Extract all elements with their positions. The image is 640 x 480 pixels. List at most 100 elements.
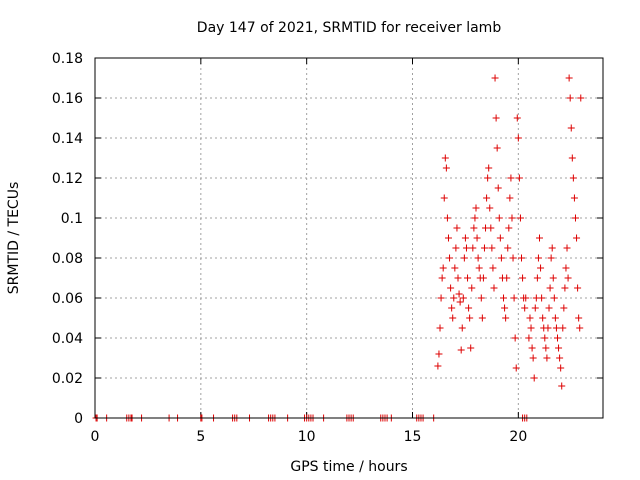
data-point (442, 164, 450, 172)
data-point (545, 304, 553, 312)
data-point (562, 264, 570, 272)
y-tick-label: 0.14 (52, 131, 83, 147)
data-point (485, 164, 493, 172)
data-point (472, 204, 480, 212)
data-point (551, 314, 559, 322)
y-tick-label: 0.1 (61, 211, 83, 227)
data-point (435, 350, 443, 358)
data-point (465, 304, 473, 312)
data-point (477, 294, 485, 302)
data-point (497, 254, 505, 262)
data-point (436, 324, 444, 332)
y-tick-label: 0.08 (52, 251, 83, 267)
data-point (505, 224, 513, 232)
data-point (438, 274, 446, 282)
data-point (484, 174, 492, 182)
data-point (489, 264, 497, 272)
data-point (488, 244, 496, 252)
data-point (456, 298, 464, 306)
data-point (453, 224, 461, 232)
data-point (533, 274, 541, 282)
data-point (561, 284, 569, 292)
data-point (473, 234, 481, 242)
data-point (440, 194, 448, 202)
y-tick-label: 0.12 (52, 171, 83, 187)
data-point (536, 234, 543, 242)
data-point (470, 224, 478, 232)
data-point (569, 174, 577, 182)
data-point (548, 244, 556, 252)
x-tick-label: 0 (91, 429, 100, 445)
data-point (504, 244, 512, 252)
data-point (474, 254, 482, 262)
data-point (439, 264, 447, 272)
data-point (516, 214, 524, 222)
data-point (539, 314, 547, 322)
data-point (509, 254, 517, 262)
data-point (480, 244, 488, 252)
data-point (448, 304, 456, 312)
data-point (461, 234, 469, 242)
data-point (522, 294, 530, 302)
data-point (547, 254, 555, 262)
data-point (451, 264, 459, 272)
data-point (557, 364, 565, 372)
data-point (558, 382, 566, 390)
data-point (483, 194, 491, 202)
data-point (464, 274, 472, 282)
data-point (527, 324, 535, 332)
data-point (487, 224, 495, 232)
data-point (566, 94, 574, 102)
data-point (501, 304, 509, 312)
data-point (549, 274, 557, 282)
data-point (452, 244, 460, 252)
data-point (467, 344, 475, 352)
data-point (434, 362, 442, 370)
data-point (556, 354, 564, 362)
data-point (512, 364, 520, 372)
data-point (490, 284, 498, 292)
plot-frame (94, 57, 604, 419)
data-point (495, 214, 503, 222)
data-point (458, 324, 466, 332)
data-point (555, 344, 563, 352)
x-tick-label: 15 (404, 429, 422, 445)
data-point (443, 214, 451, 222)
data-point (447, 284, 455, 292)
data-point (478, 314, 486, 322)
data-point (459, 294, 467, 302)
data-point (575, 314, 583, 322)
y-axis-label: SRMTID / TECUs (6, 182, 22, 295)
data-point (454, 274, 462, 282)
data-point (479, 274, 487, 282)
data-point (486, 204, 494, 212)
y-tick-label: 0 (74, 411, 83, 427)
y-tick-label: 0.06 (52, 291, 83, 307)
data-point (502, 314, 510, 322)
data-point (538, 294, 546, 302)
data-point (570, 194, 578, 202)
data-point (577, 94, 585, 102)
data-point (560, 304, 568, 312)
data-point (544, 324, 552, 332)
data-point (543, 354, 551, 362)
data-point (576, 324, 584, 332)
data-point (564, 274, 572, 282)
data-point (493, 144, 501, 152)
x-tick-label: 20 (509, 429, 527, 445)
data-point (514, 134, 522, 142)
data-point (460, 254, 468, 262)
y-tick-label: 0.16 (52, 91, 83, 107)
data-point (567, 124, 575, 132)
data-point (559, 324, 567, 332)
y-tick-label: 0.02 (52, 371, 83, 387)
data-point (529, 354, 537, 362)
data-point (469, 244, 477, 252)
data-point (542, 344, 550, 352)
data-point (510, 294, 518, 302)
data-point (503, 274, 511, 282)
data-point (492, 114, 500, 122)
data-point (449, 314, 457, 322)
data-point (553, 334, 561, 342)
data-point (462, 244, 470, 252)
